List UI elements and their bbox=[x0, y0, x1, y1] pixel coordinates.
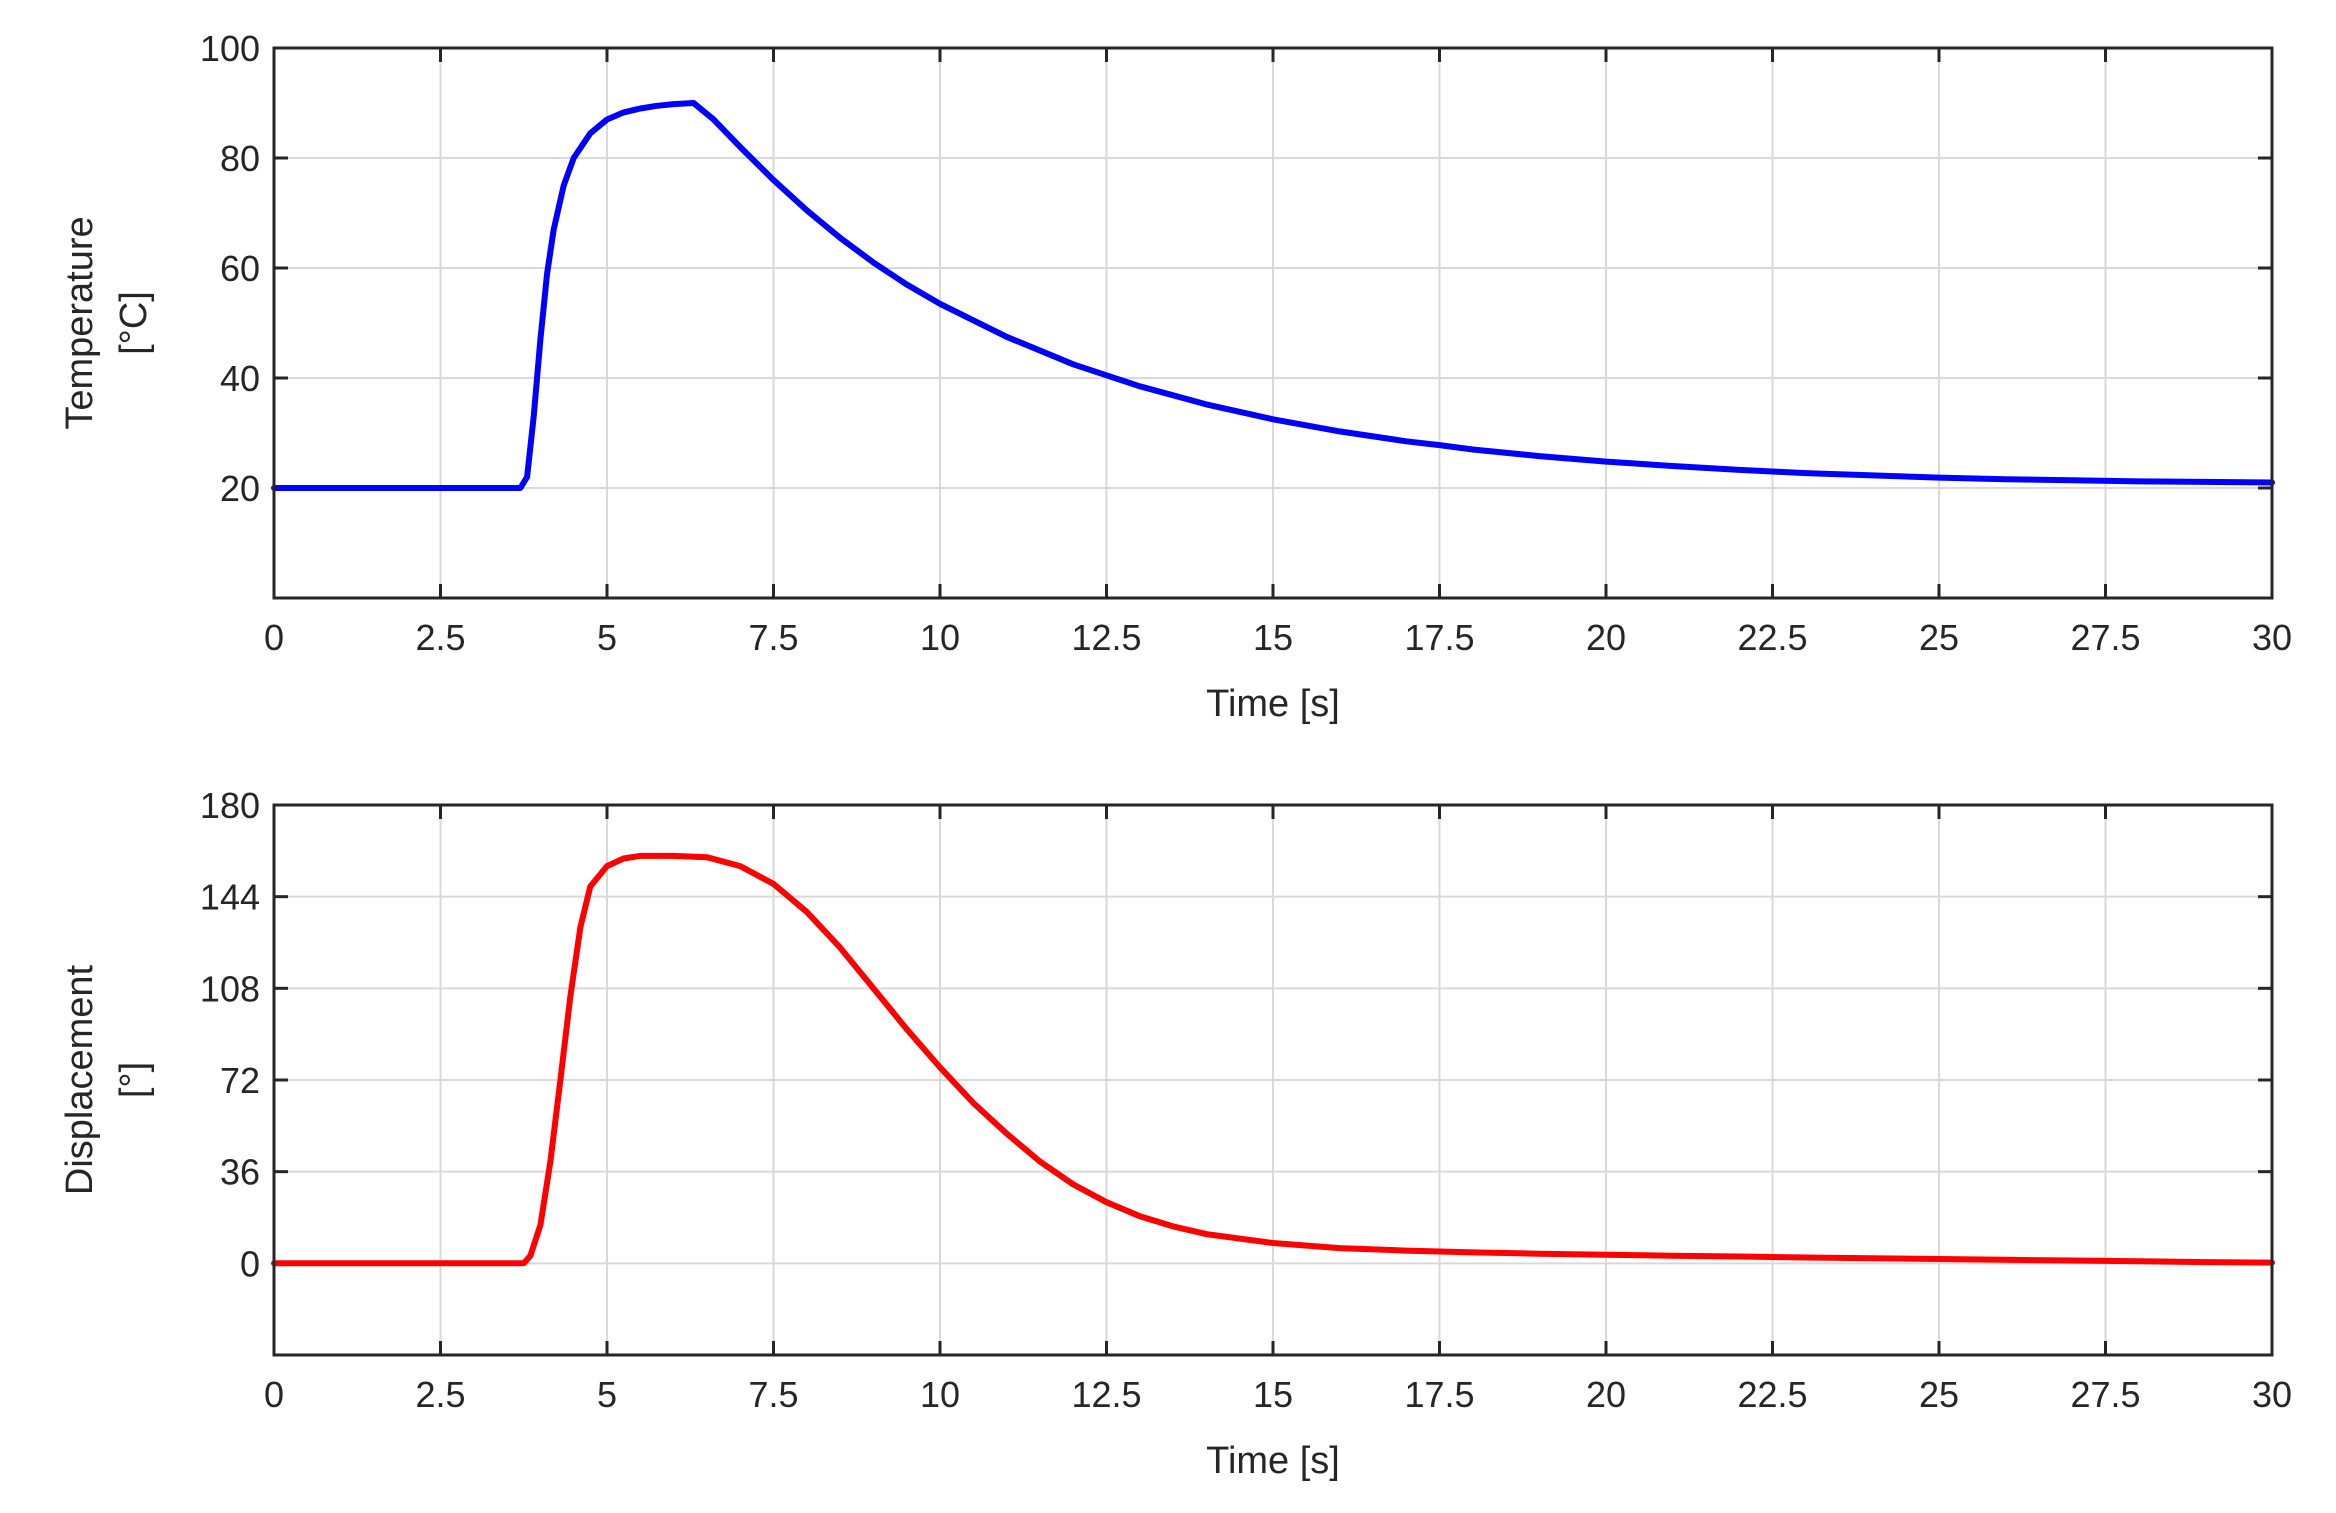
x-tick-label: 20 bbox=[1586, 1374, 1626, 1415]
x-tick-label: 30 bbox=[2252, 1374, 2292, 1415]
x-axis-label: Time [s] bbox=[1206, 1440, 1340, 1482]
x-tick-label: 5 bbox=[597, 1374, 617, 1415]
chart-panel-displacement: 0 2.5 5 7.5 10 12.5 15 17.5 20 22.5 25 27.5 30 0 36 72 1… bbox=[59, 785, 2292, 1482]
x-tick-label: 22.5 bbox=[1737, 1374, 1807, 1415]
x-tick-label: 12.5 bbox=[1071, 1374, 1141, 1415]
chart-panel-temperature: 0 2.5 5 7.5 10 12.5 15 17.5 20 22.5 25 27.5 30 20 40 60… bbox=[59, 28, 2292, 725]
x-tick-label: 2.5 bbox=[415, 1374, 465, 1415]
x-tick-label: 2.5 bbox=[415, 617, 465, 658]
x-tick-label: 20 bbox=[1586, 617, 1626, 658]
y-tick-label: 180 bbox=[200, 785, 260, 826]
y-tick-label: 72 bbox=[220, 1060, 260, 1101]
x-tick-label: 7.5 bbox=[748, 1374, 798, 1415]
x-tick-label: 25 bbox=[1919, 617, 1959, 658]
y-tick-label: 80 bbox=[220, 138, 260, 179]
x-tick-label: 22.5 bbox=[1737, 617, 1807, 658]
x-tick-label: 17.5 bbox=[1404, 617, 1474, 658]
x-tick-label: 27.5 bbox=[2070, 617, 2140, 658]
plot-frame bbox=[272, 803, 2274, 1357]
x-tick-label: 10 bbox=[920, 1374, 960, 1415]
x-tick-label: 12.5 bbox=[1071, 617, 1141, 658]
x-tick-label: 17.5 bbox=[1404, 1374, 1474, 1415]
y-axis-label: Displacement bbox=[59, 964, 101, 1195]
x-axis-label: Time [s] bbox=[1206, 683, 1340, 725]
y-axis-label: [°] bbox=[113, 1062, 155, 1098]
x-tick-label: 10 bbox=[920, 617, 960, 658]
x-tick-label: 15 bbox=[1253, 1374, 1293, 1415]
y-tick-label: 100 bbox=[200, 28, 260, 69]
y-axis-label: [°C] bbox=[113, 291, 155, 355]
x-tick-label: 15 bbox=[1253, 617, 1293, 658]
series-line-temperature bbox=[271, 100, 2275, 491]
x-tick-label: 0 bbox=[264, 617, 284, 658]
y-tick-label: 60 bbox=[220, 248, 260, 289]
y-tick-label: 108 bbox=[200, 968, 260, 1009]
y-tick-label: 36 bbox=[220, 1152, 260, 1193]
x-tick-label: 27.5 bbox=[2070, 1374, 2140, 1415]
x-tick-label: 25 bbox=[1919, 1374, 1959, 1415]
plot-frame bbox=[272, 46, 2274, 600]
y-axis-label: Temperature bbox=[59, 216, 101, 429]
x-tick-label: 0 bbox=[264, 1374, 284, 1415]
x-tick-label: 5 bbox=[597, 617, 617, 658]
y-tick-label: 144 bbox=[200, 877, 260, 918]
y-tick-label: 20 bbox=[220, 468, 260, 509]
y-tick-label: 0 bbox=[240, 1243, 260, 1284]
x-tick-label: 30 bbox=[2252, 617, 2292, 658]
series-line-displacement bbox=[271, 852, 2275, 1267]
x-tick-label: 7.5 bbox=[748, 617, 798, 658]
y-tick-label: 40 bbox=[220, 358, 260, 399]
